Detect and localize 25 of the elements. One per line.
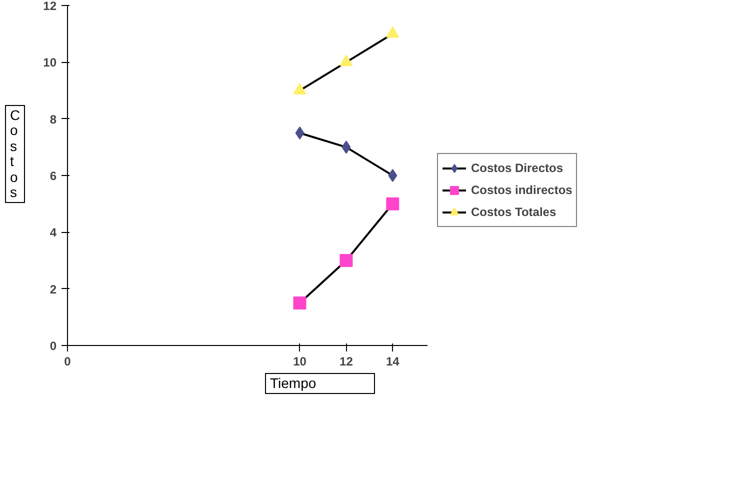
y-tick-label: 12 bbox=[43, 0, 57, 13]
y-tick-label: 6 bbox=[50, 169, 57, 183]
legend-label: Costos Directos bbox=[471, 161, 564, 175]
y-axis-title: Costos bbox=[5, 105, 26, 204]
x-tick-label: 0 bbox=[64, 354, 72, 368]
point bbox=[340, 54, 353, 66]
point bbox=[293, 296, 306, 310]
point bbox=[386, 26, 400, 38]
x-tick-label: 12 bbox=[340, 354, 354, 368]
point bbox=[340, 254, 353, 267]
legend-label: Costos indirectos bbox=[471, 183, 572, 197]
y-tick-label: 0 bbox=[50, 339, 57, 353]
x-tick-label: 10 bbox=[293, 354, 307, 368]
y-tick-label: 4 bbox=[50, 226, 57, 240]
legend-label: Costos Totales bbox=[471, 205, 556, 219]
point bbox=[388, 169, 398, 182]
x-tick-label: 14 bbox=[386, 354, 400, 368]
point bbox=[295, 126, 304, 140]
point bbox=[386, 197, 400, 210]
point bbox=[342, 140, 351, 154]
y-tick-label: 8 bbox=[50, 112, 57, 126]
y-tick-label: 10 bbox=[43, 56, 57, 70]
x-axis-title: Tiempo bbox=[265, 373, 375, 394]
y-tick-label: 2 bbox=[50, 282, 57, 296]
point bbox=[293, 83, 306, 94]
